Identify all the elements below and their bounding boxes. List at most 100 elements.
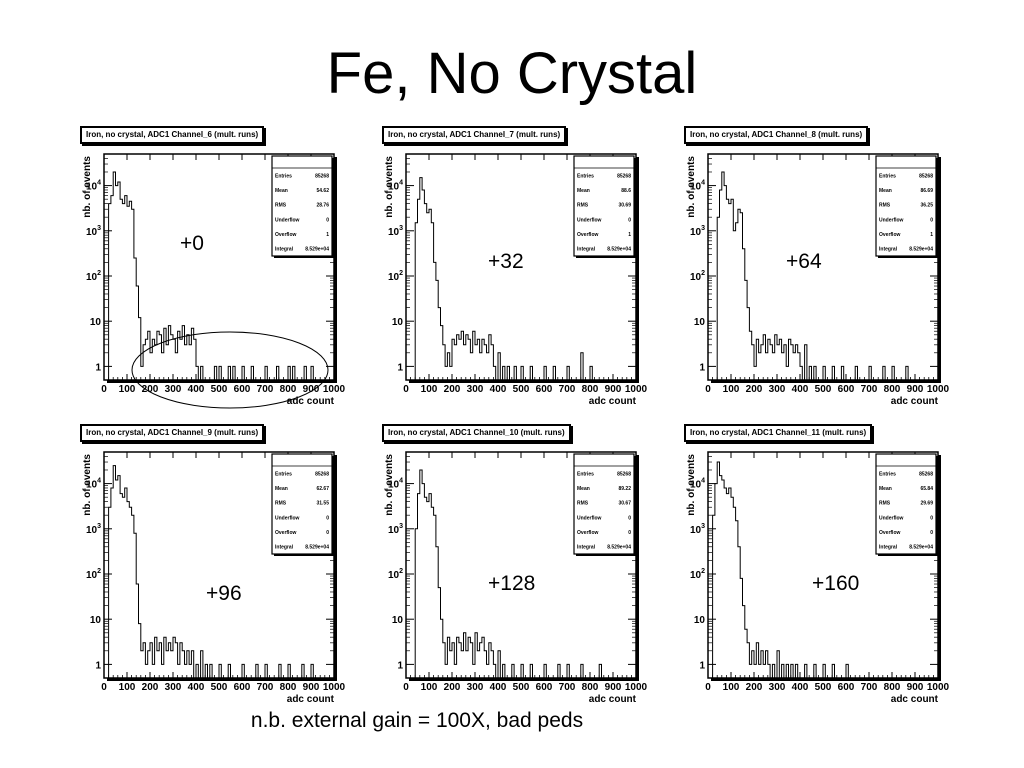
histogram-line xyxy=(108,465,314,679)
x-tick-label: 200 xyxy=(142,682,159,693)
x-tick-label: 1000 xyxy=(927,682,950,693)
stats-value: 1 xyxy=(326,232,329,238)
x-tick-label: 1000 xyxy=(625,384,648,395)
x-axis-title: adc count xyxy=(891,694,939,705)
x-tick-label: 300 xyxy=(467,384,484,395)
stats-key: Entries xyxy=(577,173,594,179)
histogram-plot: 0 100 200 300 400 500 600 700 800 900 100011010210… xyxy=(686,451,950,705)
stats-value: 8.529e+04 xyxy=(607,545,631,551)
stats-value: 0 xyxy=(326,515,329,521)
stats-key: RMS xyxy=(879,501,891,507)
stats-value: 1 xyxy=(930,232,933,238)
x-tick-label: 500 xyxy=(211,682,228,693)
footnote: n.b. external gain = 100X, bad peds xyxy=(250,709,584,732)
stats-value: 0 xyxy=(326,217,329,223)
histogram-panel-channel-11: 0 100 200 300 400 500 600 700 800 900 1000 1 10 102 10… xyxy=(684,424,984,714)
y-tick-label: 10 xyxy=(694,615,706,626)
x-tick-label: 800 xyxy=(280,384,297,395)
y-tick-label: 104 xyxy=(690,478,705,491)
stats-key: Underflow xyxy=(879,217,904,223)
stats-key: Overflow xyxy=(275,530,297,536)
x-tick-label: 500 xyxy=(513,384,530,395)
stats-key: Integral xyxy=(275,545,294,551)
stats-value: 8.529e+04 xyxy=(909,247,933,253)
stats-value: 8.529e+04 xyxy=(607,247,631,253)
y-tick-label: 1 xyxy=(95,660,101,671)
stats-value: 85268 xyxy=(919,471,933,477)
y-tick-label: 10 xyxy=(90,317,102,328)
histogram-title: Iron, no crystal, ADC1 Channel_9 (mult. … xyxy=(80,424,265,442)
x-tick-label: 800 xyxy=(884,682,901,693)
x-axis-title: adc count xyxy=(287,694,335,705)
x-tick-label: 500 xyxy=(211,384,228,395)
histogram-title: Iron, no crystal, ADC1 Channel_10 (mult.… xyxy=(382,424,571,442)
x-tick-label: 0 xyxy=(101,384,107,395)
histogram-panel-channel-7: 0 100 200 300 400 500 600 700 800 900 1000 1 10 102 10… xyxy=(382,126,682,416)
stats-key: RMS xyxy=(275,203,287,209)
y-axis-title: nb. of events xyxy=(82,156,93,218)
stats-key: Integral xyxy=(879,545,898,551)
stats-key: Integral xyxy=(577,247,596,253)
stats-value: 0 xyxy=(628,217,631,223)
x-tick-label: 900 xyxy=(907,384,924,395)
x-tick-label: 300 xyxy=(165,682,182,693)
y-tick-label: 1 xyxy=(397,362,403,373)
stats-value: 29.69 xyxy=(920,501,933,507)
stats-value: 28.76 xyxy=(316,203,329,209)
x-tick-label: 700 xyxy=(257,682,274,693)
highlight-ellipse xyxy=(131,331,329,409)
x-tick-label: 900 xyxy=(907,682,924,693)
x-tick-label: 800 xyxy=(582,384,599,395)
x-tick-label: 100 xyxy=(723,384,740,395)
stats-value: 54.62 xyxy=(316,188,329,194)
x-tick-label: 100 xyxy=(723,682,740,693)
y-axis-title: nb. of events xyxy=(82,454,93,516)
y-tick-label: 1 xyxy=(95,362,101,373)
x-tick-label: 700 xyxy=(559,682,576,693)
offset-annotation: +96 xyxy=(204,582,244,606)
y-tick-label: 1 xyxy=(699,362,705,373)
y-tick-label: 10 xyxy=(392,317,404,328)
stats-key: Mean xyxy=(577,188,590,194)
histogram-panel-channel-6: 0 100 200 300 400 500 600 700 800 900 1000 1 10 102 10… xyxy=(80,126,380,416)
stats-value: 8.529e+04 xyxy=(909,545,933,551)
stats-box xyxy=(875,155,937,257)
x-tick-label: 500 xyxy=(513,682,530,693)
x-axis-title: adc count xyxy=(589,396,637,407)
y-tick-label: 104 xyxy=(86,478,101,491)
histogram-line xyxy=(716,171,909,381)
x-tick-label: 0 xyxy=(705,682,711,693)
histogram-title: Iron, no crystal, ADC1 Channel_8 (mult. … xyxy=(684,126,869,144)
y-tick-label: 102 xyxy=(388,568,403,581)
x-tick-label: 800 xyxy=(582,682,599,693)
slide-title: Fe, No Crystal xyxy=(326,41,698,106)
stats-key: Entries xyxy=(879,471,896,477)
x-tick-label: 800 xyxy=(280,682,297,693)
histogram-panel-channel-10: 0 100 200 300 400 500 600 700 800 900 1000 1 10 102 10… xyxy=(382,424,682,714)
y-tick-label: 104 xyxy=(388,478,403,491)
stats-key: Underflow xyxy=(577,515,602,521)
x-tick-label: 400 xyxy=(188,682,205,693)
histogram-plot: 0 100 200 300 400 500 600 700 800 900 100011010210… xyxy=(384,153,648,407)
histogram-panel-channel-8: 0 100 200 300 400 500 600 700 800 900 1000 1 10 102 10… xyxy=(684,126,984,416)
stats-key: Underflow xyxy=(275,217,300,223)
stats-box xyxy=(271,453,333,555)
x-axis-title: adc count xyxy=(589,694,637,705)
y-tick-label: 103 xyxy=(690,523,705,536)
y-tick-label: 1 xyxy=(397,660,403,671)
x-tick-label: 100 xyxy=(421,682,438,693)
stats-key: Overflow xyxy=(275,232,297,238)
stats-key: Mean xyxy=(275,486,288,492)
histogram-title: Iron, no crystal, ADC1 Channel_7 (mult. … xyxy=(382,126,567,144)
x-tick-label: 700 xyxy=(861,682,878,693)
x-tick-label: 300 xyxy=(165,384,182,395)
x-tick-label: 100 xyxy=(119,384,136,395)
y-tick-label: 102 xyxy=(690,270,705,283)
histogram-plot: 0 100 200 300 400 500 600 700 800 900 100011010210… xyxy=(384,451,648,705)
x-tick-label: 1000 xyxy=(927,384,950,395)
histogram-plot: 0 100 200 300 400 500 600 700 800 900 100011010210… xyxy=(82,153,346,409)
y-tick-label: 102 xyxy=(388,270,403,283)
stats-value: 0 xyxy=(628,530,631,536)
x-tick-label: 300 xyxy=(769,682,786,693)
stats-key: Integral xyxy=(879,247,898,253)
